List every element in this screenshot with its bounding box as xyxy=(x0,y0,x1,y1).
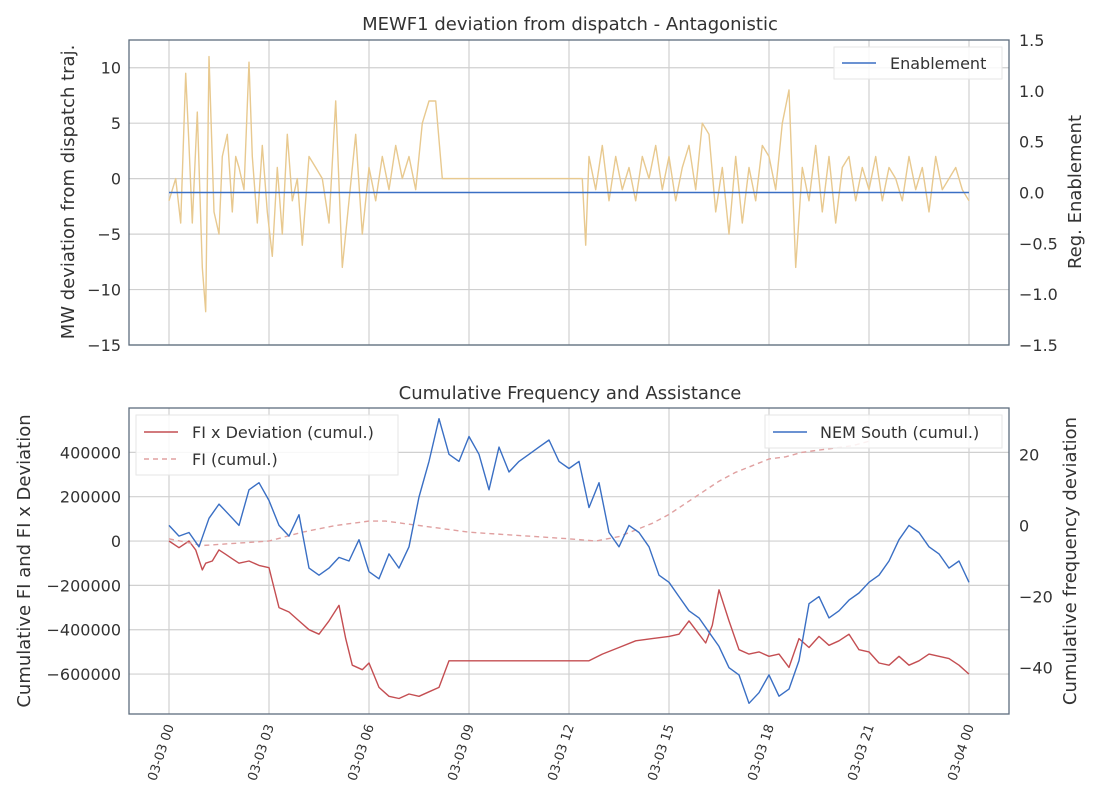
bottom-y-tick-label-5: −600000 xyxy=(47,665,121,684)
bottom-chart-y-ticks: 400000 200000 0 −200000 −400000 −600000 xyxy=(47,443,121,684)
bottom-x-tick-label-6: 03-03 18 xyxy=(745,723,777,783)
bottom-y-tick-label-2: 0 xyxy=(111,532,121,551)
bottom-x-tick-label-1: 03-03 03 xyxy=(245,723,277,783)
top-chart: MEWF1 deviation from dispatch - Antagoni… xyxy=(58,14,1086,355)
bottom-series-line-1 xyxy=(168,440,870,547)
top-chart-legend: Enablement xyxy=(833,46,1003,80)
top-chart-y2-label: Reg. Enablement xyxy=(1065,115,1086,269)
bottom-x-tick-label-3: 03-03 09 xyxy=(445,723,477,783)
bottom-series-line-0 xyxy=(168,540,970,700)
bottom-y2-tick-label-2: −20 xyxy=(1019,588,1053,607)
bottom-chart-y-label: Cumulative FI and FI x Deviation xyxy=(14,414,35,707)
top-y-tick-label-2: 0 xyxy=(111,170,121,189)
bottom-chart: Cumulative Frequency and Assistance 4000… xyxy=(14,383,1081,783)
top-y2-tick-label-5: −1.0 xyxy=(1019,285,1058,304)
bottom-y2-tick-label-1: 0 xyxy=(1019,516,1029,535)
bottom-chart-x-ticks: 03-03 00 03-03 03 03-03 06 03-03 09 03-03 12… xyxy=(145,723,977,783)
top-y2-tick-label-1: 1.0 xyxy=(1019,82,1044,101)
top-y2-tick-label-4: −0.5 xyxy=(1019,234,1058,253)
top-series-line-0 xyxy=(168,55,970,313)
legend-label-fi-deviation: FI x Deviation (cumul.) xyxy=(192,423,374,442)
top-chart-title: MEWF1 deviation from dispatch - Antagoni… xyxy=(362,14,778,35)
top-y-tick-label-4: −10 xyxy=(87,281,121,300)
top-y2-tick-label-3: 0.0 xyxy=(1019,184,1044,203)
bottom-x-tick-label-4: 03-03 12 xyxy=(545,723,577,783)
bottom-x-tick-label-0: 03-03 00 xyxy=(145,723,177,783)
bottom-series-line-2 xyxy=(168,418,970,704)
top-y2-tick-label-6: −1.5 xyxy=(1019,336,1058,355)
bottom-y-tick-label-4: −400000 xyxy=(47,621,121,640)
top-chart-series xyxy=(168,55,970,313)
top-chart-frame xyxy=(128,39,1010,346)
top-chart-y2-ticks: 1.5 1.0 0.5 0.0 −0.5 −1.0 −1.5 xyxy=(1019,31,1058,355)
bottom-x-tick-label-7: 03-03 21 xyxy=(845,723,877,783)
bottom-y-tick-label-1: 200000 xyxy=(60,488,121,507)
legend-label-enablement: Enablement xyxy=(890,54,986,73)
top-y-tick-label-3: −5 xyxy=(97,225,121,244)
bottom-y2-tick-label-3: −40 xyxy=(1019,659,1053,678)
bottom-legend-left-box xyxy=(135,414,399,476)
bottom-chart-title: Cumulative Frequency and Assistance xyxy=(399,383,742,404)
bottom-chart-legend-left: FI x Deviation (cumul.) FI (cumul.) xyxy=(135,414,399,476)
bottom-x-tick-label-5: 03-03 15 xyxy=(645,723,677,783)
bottom-y2-tick-label-0: 20 xyxy=(1019,445,1039,464)
top-y-tick-label-1: 5 xyxy=(111,114,121,133)
bottom-y-tick-label-3: −200000 xyxy=(47,576,121,595)
bottom-chart-y2-ticks: 20 0 −20 −40 xyxy=(1019,445,1053,677)
bottom-y-tick-label-0: 400000 xyxy=(60,443,121,462)
bottom-chart-series xyxy=(168,418,970,704)
legend-label-fi: FI (cumul.) xyxy=(192,450,278,469)
top-y-tick-label-5: −15 xyxy=(87,336,121,355)
top-y2-tick-label-0: 1.5 xyxy=(1019,31,1044,50)
top-y-tick-label-0: 10 xyxy=(101,59,121,78)
top-chart-y-label: MW deviation from dispatch traj. xyxy=(58,45,79,340)
bottom-x-tick-label-2: 03-03 06 xyxy=(345,723,377,783)
bottom-chart-grid xyxy=(129,408,1009,714)
legend-label-nem-south: NEM South (cumul.) xyxy=(820,423,979,442)
bottom-chart-legend-right: NEM South (cumul.) xyxy=(764,414,1003,449)
bottom-chart-y2-label: Cumulative frequency deviation xyxy=(1060,417,1081,705)
bottom-chart-frame xyxy=(128,407,1010,715)
bottom-x-tick-label-8: 03-04 00 xyxy=(945,723,977,783)
top-chart-y-ticks: 10 5 0 −5 −10 −15 xyxy=(87,59,121,355)
top-y2-tick-label-2: 0.5 xyxy=(1019,133,1044,152)
